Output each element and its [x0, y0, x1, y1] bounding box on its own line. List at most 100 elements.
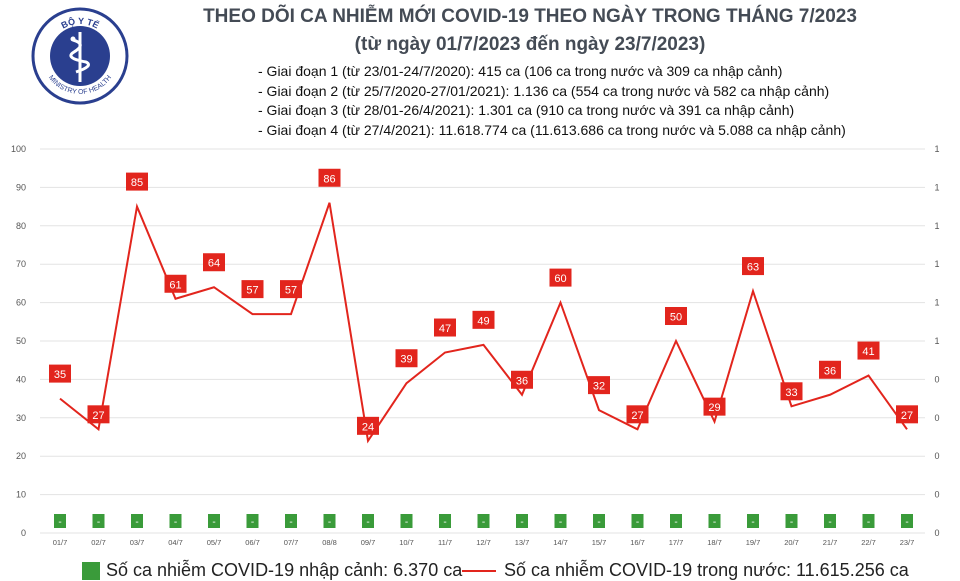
y-tick-label-left: 90 [16, 182, 26, 192]
x-tick-label: 16/7 [630, 538, 645, 547]
imported-label: - [174, 517, 177, 528]
x-tick-label: 03/7 [130, 538, 145, 547]
imported-marker [92, 514, 105, 528]
imported-label: - [905, 517, 908, 528]
y-tick-label-right: 1 [934, 298, 939, 308]
y-tick-label-left: 100 [11, 144, 26, 154]
imported-marker [554, 514, 567, 528]
y-tick-label-right: 1 [934, 182, 939, 192]
imported-marker [169, 514, 182, 528]
ministry-of-health-logo: BỘ Y TẾ MINISTRY OF HEALTH [31, 7, 129, 105]
imported-label: - [289, 517, 292, 528]
data-label: 41 [862, 346, 874, 358]
data-label-box [665, 307, 687, 325]
imported-marker [862, 514, 875, 528]
data-label-box [357, 416, 379, 435]
data-label-box [896, 405, 918, 424]
imported-label: - [559, 517, 562, 528]
data-label: 47 [439, 323, 451, 335]
y-tick-label-right: 0 [934, 413, 939, 423]
imported-marker [593, 514, 605, 528]
data-label-box [280, 280, 302, 299]
legend-label-domestic: Số ca nhiễm COVID-19 trong nước: 11.615.… [504, 560, 909, 580]
data-label: 36 [824, 365, 836, 377]
data-label: 27 [901, 410, 913, 422]
phase-item: - Giai đoạn 2 (từ 25/7/2020-27/01/2021):… [258, 82, 830, 99]
imported-label: - [751, 517, 754, 528]
data-label: 63 [747, 262, 759, 274]
data-label-box [819, 360, 841, 379]
imported-label: - [867, 517, 870, 528]
data-label: 35 [54, 369, 66, 381]
imported-marker [901, 514, 913, 528]
imported-label: - [366, 517, 369, 528]
data-label: 36 [516, 375, 528, 387]
legend-label-imported: Số ca nhiễm COVID-19 nhập cảnh: 6.370 ca [106, 560, 463, 580]
imported-marker [285, 514, 297, 528]
data-label-box [434, 318, 456, 337]
x-tick-label: 01/7 [53, 538, 68, 547]
legend-item-imported: Số ca nhiễm COVID-19 nhập cảnh: 6.370 ca [82, 560, 462, 581]
x-tick-label: 17/7 [669, 538, 684, 547]
x-tick-label: 20/7 [784, 538, 799, 547]
x-tick-label: 18/7 [707, 538, 722, 547]
phase-item: - Giai đoạn 3 (từ 28/01-26/4/2021): 1.30… [258, 102, 795, 118]
phase-item: - Giai đoạn 1 (từ 23/01-24/7/2020): 415 … [258, 63, 783, 79]
data-label-box [126, 172, 148, 191]
y-tick-label-right: 1 [934, 221, 939, 231]
imported-marker [824, 514, 836, 528]
data-label: 60 [554, 273, 566, 285]
x-tick-label: 23/7 [900, 538, 915, 547]
imported-marker [400, 514, 413, 528]
imported-marker [54, 514, 66, 528]
imported-label: - [828, 517, 831, 528]
phase-summary-list: - Giai đoạn 1 (từ 23/01-24/7/2020): 415 … [258, 62, 846, 140]
y-tick-label-left: 80 [16, 221, 26, 231]
data-label-box [626, 405, 649, 424]
x-tick-label: 09/7 [361, 538, 376, 547]
domestic-cases-line [59, 202, 908, 444]
data-label: 49 [477, 315, 489, 327]
legend-swatch-imported [82, 561, 100, 580]
y-tick-label-left: 60 [16, 298, 26, 308]
data-label-box [703, 397, 726, 416]
data-label: 61 [169, 279, 181, 291]
data-label: 29 [708, 402, 720, 414]
data-label: 33 [785, 387, 797, 399]
x-tick-label: 10/7 [399, 538, 414, 547]
imported-marker [516, 514, 528, 528]
y-tick-label-left: 0 [21, 528, 26, 538]
y-tick-label-right: 0 [934, 374, 939, 384]
x-tick-label: 07/7 [284, 538, 299, 547]
phase-item: - Giai đoạn 4 (từ 27/4/2021): 11.618.774… [258, 121, 846, 138]
data-label: 24 [362, 421, 374, 433]
imported-label: - [251, 517, 254, 528]
data-label-box [203, 253, 225, 272]
imported-marker [631, 514, 644, 528]
data-label: 39 [400, 354, 412, 366]
data-label: 57 [285, 285, 297, 297]
imported-marker [208, 514, 220, 528]
y-tick-label-left: 50 [16, 336, 26, 346]
y-tick-label-left: 40 [16, 374, 26, 384]
imported-label: - [97, 517, 100, 528]
data-label: 64 [208, 258, 220, 270]
data-label-box [511, 370, 533, 389]
data-label: 50 [670, 312, 682, 324]
imported-marker [747, 514, 759, 528]
data-label-box [241, 280, 264, 299]
imported-marker [785, 514, 798, 528]
imported-label: - [713, 517, 716, 528]
data-label-box [857, 341, 880, 360]
data-label-box [164, 274, 187, 293]
imported-label: - [212, 517, 215, 528]
data-label-box [742, 257, 764, 276]
y-tick-label-right: 1 [934, 259, 939, 269]
data-label: 86 [323, 173, 335, 185]
x-tick-label: 19/7 [746, 538, 761, 547]
y-tick-label-right: 0 [934, 490, 939, 500]
imported-label: - [636, 517, 639, 528]
x-tick-label: 13/7 [515, 538, 530, 547]
imported-marker [439, 514, 451, 528]
